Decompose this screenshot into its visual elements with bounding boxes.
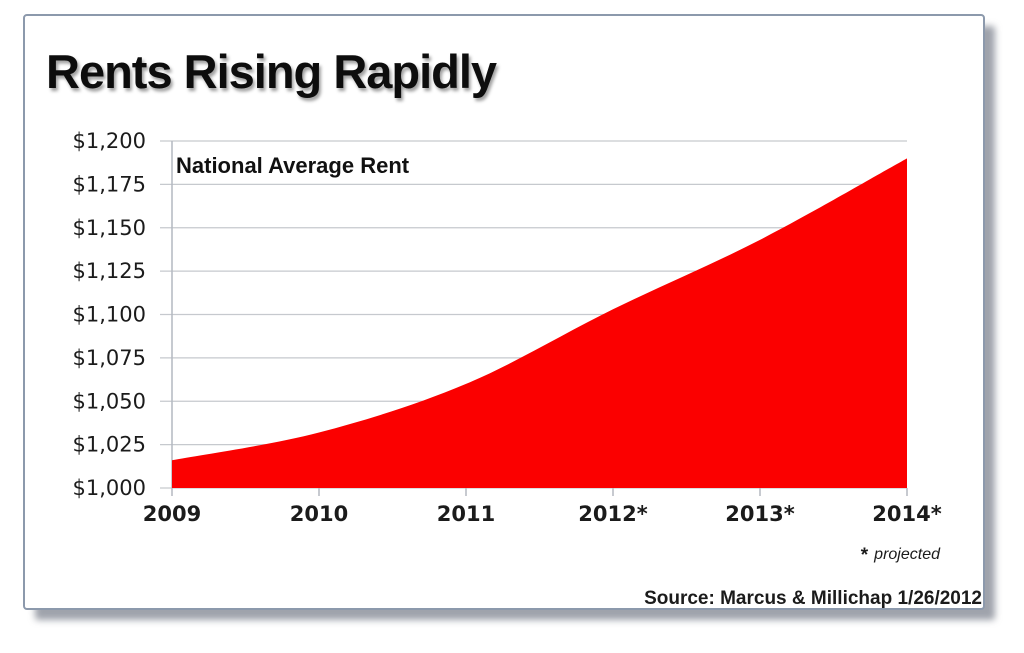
y-axis-tick-label: $1,100 [73, 303, 146, 327]
y-axis-tick-label: $1,125 [73, 259, 146, 283]
footnote-label: projected [874, 546, 940, 563]
chart-title: Rents Rising Rapidly [46, 45, 497, 98]
x-axis-tick-label: 2011 [437, 502, 495, 526]
x-axis-tick-label: 2010 [290, 502, 348, 526]
y-axis-tick-label: $1,150 [73, 216, 146, 240]
x-axis-tick-label: 2014* [872, 502, 941, 526]
x-axis-tick-label: 2009 [143, 502, 201, 526]
asterisk-symbol: * [860, 545, 869, 566]
source-credit: Source: Marcus & Millichap 1/26/2012 [644, 588, 982, 609]
y-axis-tick-label: $1,025 [73, 433, 146, 457]
y-axis-tick-label: $1,200 [73, 129, 146, 153]
y-axis-tick-label: $1,050 [73, 389, 146, 413]
x-axis-tick-label: 2013* [725, 502, 794, 526]
y-axis-tick-label: $1,000 [73, 476, 146, 500]
projected-footnote: * projected [740, 545, 940, 567]
y-axis-tick-label: $1,175 [73, 172, 146, 196]
rent-area-series [172, 158, 907, 488]
y-axis-tick-label: $1,075 [73, 346, 146, 370]
series-label: National Average Rent [176, 153, 410, 178]
x-axis-tick-label: 2012* [578, 502, 647, 526]
